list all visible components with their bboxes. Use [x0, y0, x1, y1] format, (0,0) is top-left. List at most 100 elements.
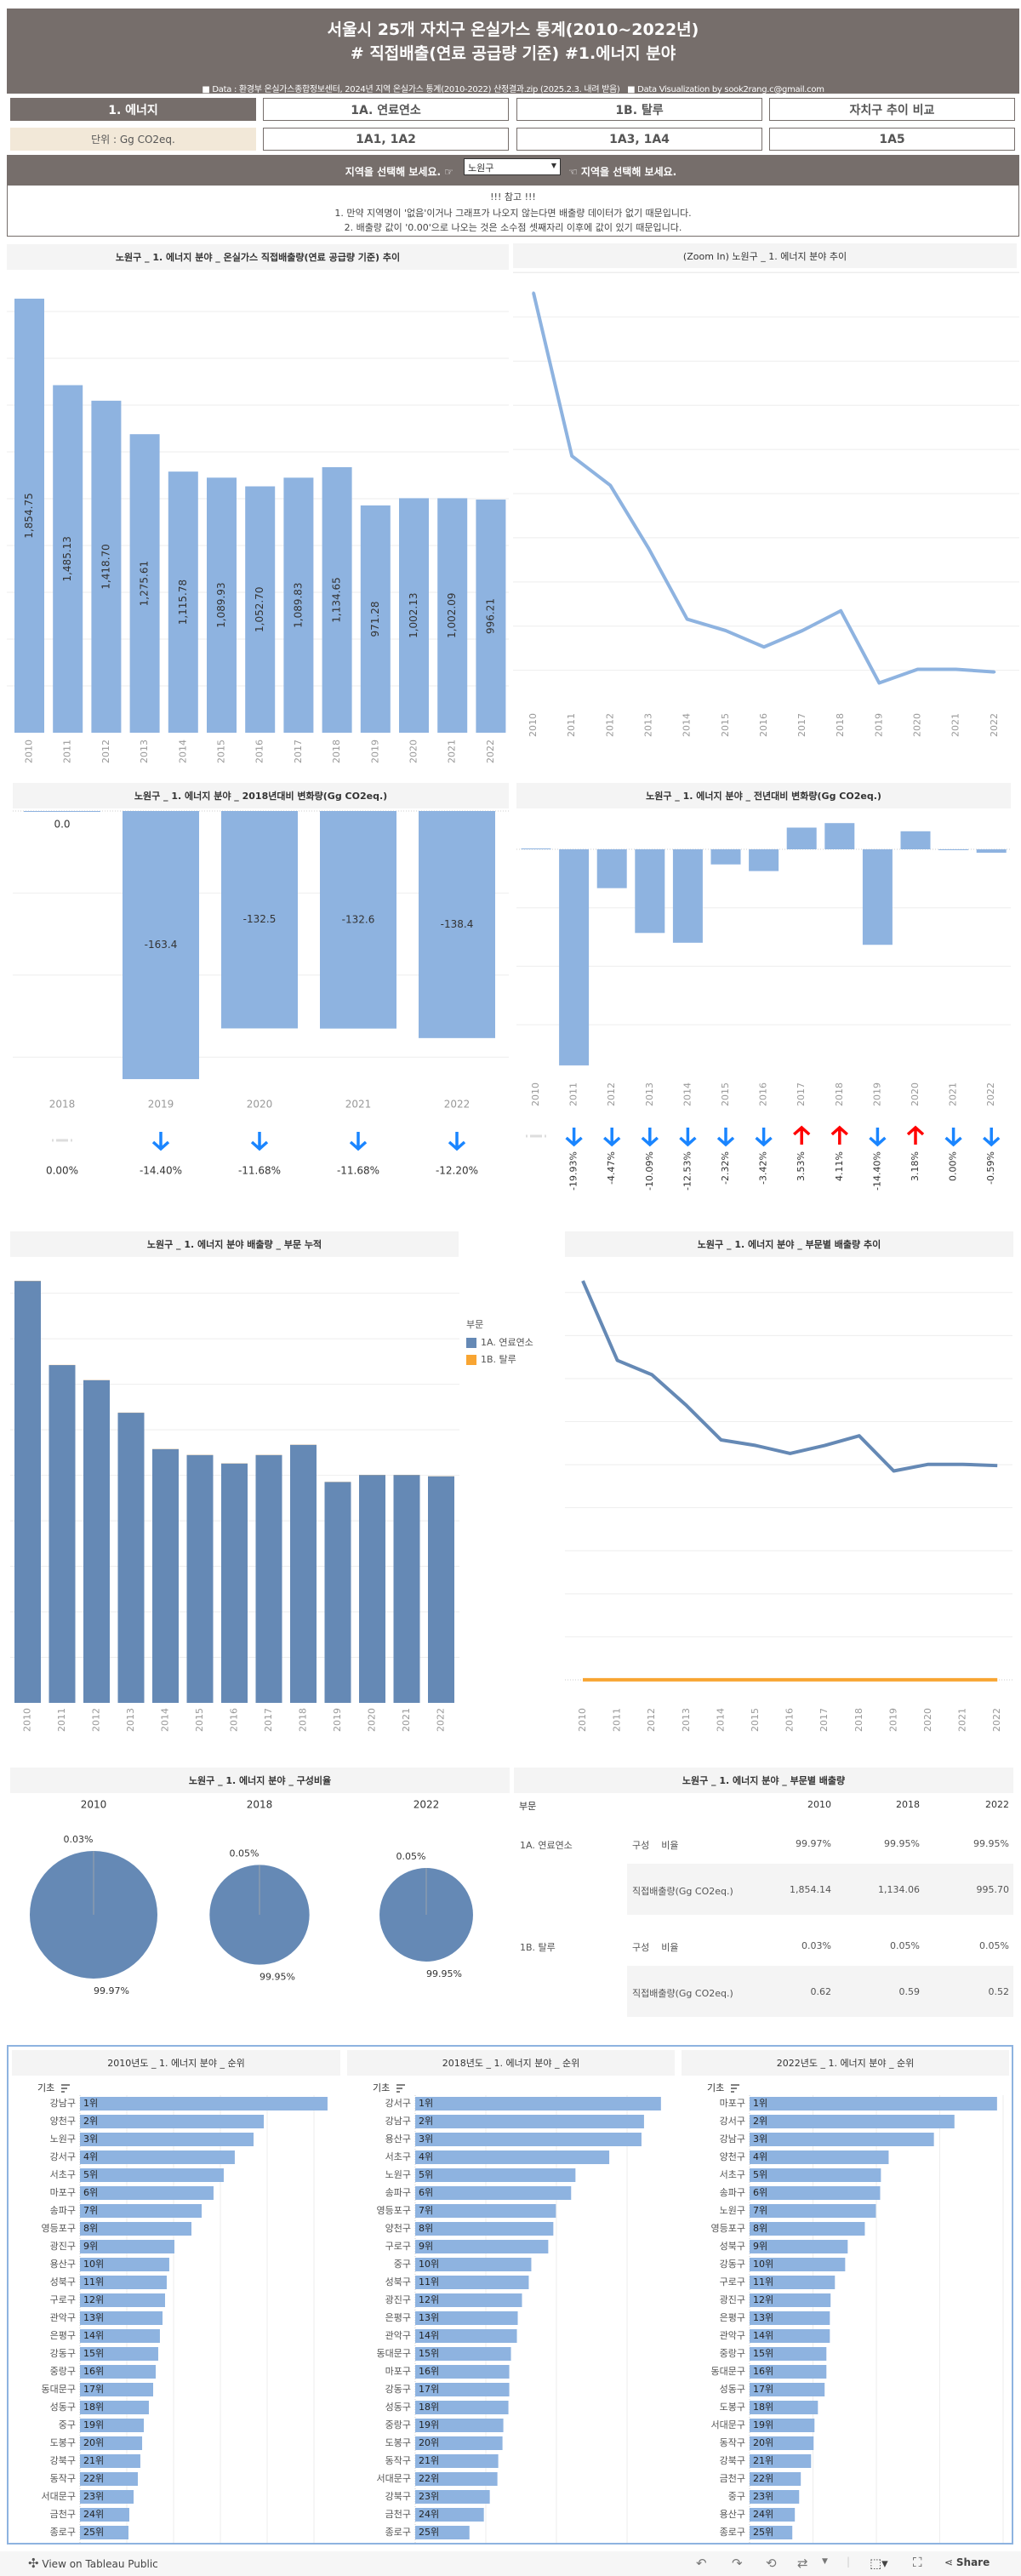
region-dropdown[interactable]: 노원구 ▼ [464, 158, 561, 175]
download-icon[interactable]: ⬚▾ [870, 2556, 888, 2571]
rank-label: 23위 [419, 2491, 439, 2502]
undo-icon[interactable]: ↶ [696, 2556, 707, 2571]
rank-label: 8위 [419, 2223, 433, 2234]
district-label: 광진구 [50, 2241, 76, 2252]
rank-bar [415, 2133, 642, 2146]
bar [635, 849, 665, 934]
district-label: 강동구 [385, 2384, 411, 2395]
x-tick-label: 2020 [367, 1708, 378, 1732]
tab-1a3-1a4[interactable]: 1A3, 1A4 [516, 128, 762, 151]
pie-year-label: 2022 [414, 1799, 440, 1811]
x-tick-label: 2020 [247, 1099, 273, 1111]
rank-label: 24위 [83, 2509, 104, 2520]
change-percent-label: -4.47% [606, 1151, 617, 1185]
bar [476, 500, 506, 733]
tab-1a1-1a2[interactable]: 1A1, 1A2 [263, 128, 509, 151]
change-percent-label: 4.11% [834, 1151, 845, 1181]
sort-label: 기초 [373, 2082, 390, 2093]
rank-bar [80, 2508, 129, 2522]
rank-label: 20위 [83, 2437, 104, 2448]
rank-bar [80, 2436, 143, 2450]
change-percent-label: -12.53% [682, 1151, 693, 1191]
rank-label: 2위 [419, 2116, 433, 2127]
rank-label: 4위 [753, 2151, 767, 2162]
rank-bar [750, 2240, 848, 2253]
rank-label: 22위 [83, 2473, 104, 2484]
change-percent-label: -19.93% [568, 1151, 579, 1191]
bar [221, 811, 298, 1029]
pie-charts: 2010 0.03% 99.97% 2018 0.05% 99.95% 2022 0.05% 9… [30, 1799, 473, 1996]
rank-label: 4위 [419, 2151, 433, 2162]
data-point [686, 618, 689, 621]
legend-item-1a[interactable]: 1A. 연료연소 [466, 1335, 533, 1349]
table-row [627, 1864, 1013, 1915]
data-point [993, 671, 996, 674]
tab-energy[interactable]: 1. 에너지 [10, 98, 256, 121]
chevron-down-icon: ▼ [550, 162, 556, 169]
bar-segment-1a [393, 1475, 420, 1703]
region-selector-bar: 지역을 선택해 보세요. ☞ 노원구 ▼ ☜ 지역을 선택해 보세요. [7, 155, 1019, 186]
rank-label: 20위 [753, 2437, 773, 2448]
x-tick-label: 2022 [485, 740, 496, 763]
district-label: 마포구 [50, 2187, 76, 2198]
x-tick-label: 2021 [401, 1708, 412, 1732]
ranking-title-2022: 2022년도 _ 1. 에너지 분야 _ 순위 [682, 2050, 1009, 2076]
tab-fuel-combustion[interactable]: 1A. 연료연소 [263, 98, 509, 121]
fullscreen-icon[interactable]: ⛶ [913, 2555, 922, 2570]
table-cell: 0.62 [810, 1986, 832, 1997]
tab-1a5[interactable]: 1A5 [769, 128, 1015, 151]
x-tick-label: 2020 [922, 1708, 933, 1732]
region-prompt-right: ☜ 지역을 선택해 보세요. [568, 166, 677, 178]
x-tick-label: 2010 [24, 740, 35, 763]
refresh-icon[interactable]: ⇄ [797, 2556, 808, 2571]
district-label: 송파구 [385, 2187, 411, 2198]
rank-label: 2위 [753, 2116, 767, 2127]
rank-label: 14위 [753, 2330, 773, 2341]
data-source: ■ Data : 환경부 온실가스종합정보센터, 2024년 지역 온실가스 통… [7, 82, 1019, 94]
rank-label: 1위 [419, 2098, 433, 2109]
rank-label: 3위 [753, 2133, 767, 2145]
tab-fugitive[interactable]: 1B. 탈루 [516, 98, 762, 121]
change-percent-label: 0.00% [948, 1151, 959, 1181]
legend-item-1b[interactable]: 1B. 탈루 [466, 1352, 533, 1366]
rank-bar [80, 2365, 156, 2379]
bar [283, 477, 314, 733]
pie-label-1a: 99.95% [426, 1968, 462, 1979]
rank-bar [750, 2419, 815, 2432]
table-cell: 0.52 [988, 1986, 1010, 1997]
district-label: 강남구 [50, 2098, 76, 2109]
arrow-down-icon [151, 1132, 170, 1151]
x-tick-label: 2021 [345, 1099, 372, 1111]
pie-label-1b: 0.05% [230, 1848, 260, 1859]
tableau-link[interactable]: ✣ View on Tableau Public [28, 2556, 158, 2571]
rank-bar [80, 2329, 160, 2343]
share-button[interactable]: ⋖ Share [944, 2556, 990, 2568]
district-label: 영등포구 [377, 2205, 411, 2216]
revert-icon[interactable]: ⟲ [766, 2556, 777, 2571]
x-tick-label: 2022 [989, 713, 1000, 737]
x-tick-label: 2013 [125, 1708, 136, 1732]
x-tick-label: 2018 [834, 1082, 845, 1106]
sort-icon [396, 2084, 405, 2093]
rank-bar [80, 2490, 134, 2504]
district-label: 양천구 [720, 2150, 745, 2162]
x-tick-label: 2011 [612, 1708, 623, 1732]
change-percent-label: 3.53% [796, 1151, 807, 1181]
chevron-down-icon[interactable]: ▼ [822, 2557, 828, 2566]
sector-line-chart: 2010 2011 2012 2013 2014 2015 2016 2017 2018 2019… [565, 1280, 1012, 1732]
rank-label: 6위 [753, 2187, 767, 2198]
table-header-year: 2022 [985, 1799, 1009, 1810]
rank-bar [80, 2222, 192, 2236]
tab-district-compare[interactable]: 자치구 추이 비교 [769, 98, 1015, 121]
district-label: 금천구 [720, 2472, 745, 2484]
sort-label: 기초 [37, 2082, 54, 2093]
bar [521, 848, 551, 849]
data-point [608, 483, 612, 487]
bar-segment-1a [428, 1476, 454, 1703]
data-point [955, 668, 958, 671]
arrow-up-icon [793, 1125, 811, 1145]
redo-icon[interactable]: ↷ [732, 2556, 743, 2571]
chart-title-yoy: 노원구 _ 1. 에너지 분야 _ 전년대비 변화량(Gg CO2eq.) [516, 783, 1011, 808]
district-label: 용산구 [50, 2259, 76, 2270]
